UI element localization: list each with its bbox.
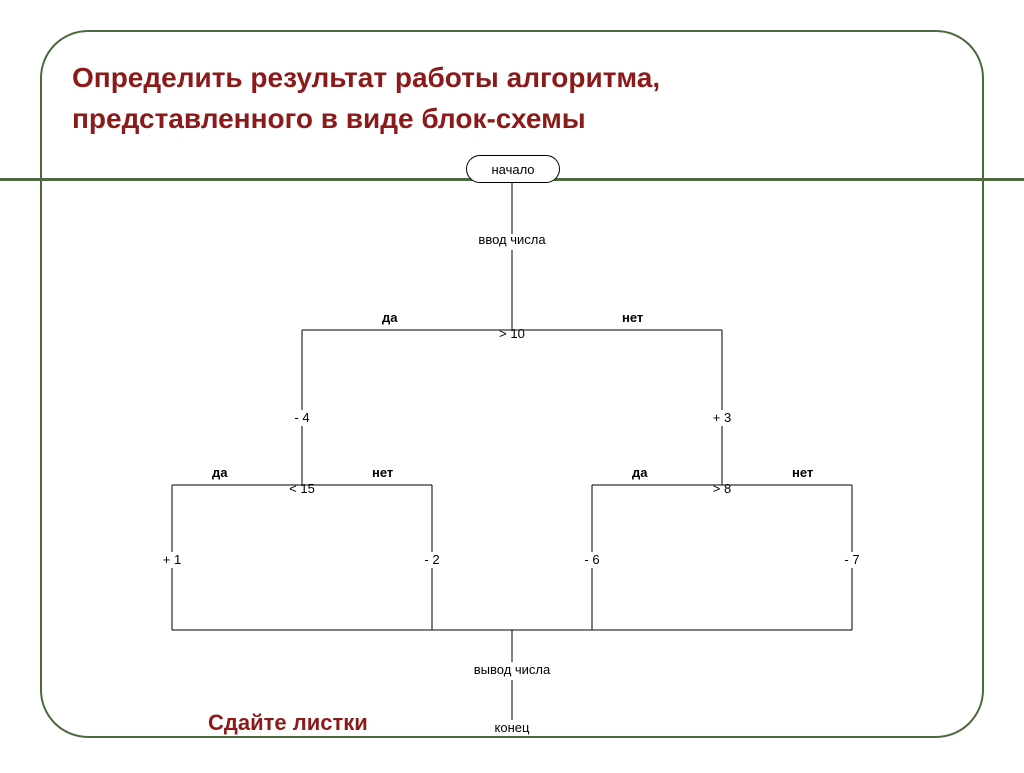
flowchart-diagram: начало ввод числа да нет > 10 - 4 + 3 да… [0, 0, 1024, 768]
flowchart-lines [0, 0, 1024, 768]
yes-label-2l: да [212, 465, 227, 480]
input-label: ввод числа [412, 232, 612, 247]
start-terminal: начало [466, 155, 560, 183]
right-operation: + 3 [622, 410, 822, 425]
end-label: конец [412, 720, 612, 735]
start-label: начало [491, 162, 534, 177]
yes-label-2r: да [632, 465, 647, 480]
left-operation: - 4 [202, 410, 402, 425]
left-condition: < 15 [202, 481, 402, 496]
right-condition: > 8 [622, 481, 822, 496]
yes-label-1: да [382, 310, 397, 325]
no-label-1: нет [622, 310, 643, 325]
leaf-rl: - 6 [492, 552, 692, 567]
leaf-rr: - 7 [752, 552, 952, 567]
no-label-2l: нет [372, 465, 393, 480]
leaf-ll: + 1 [72, 552, 272, 567]
output-label: вывод числа [412, 662, 612, 677]
root-condition: > 10 [412, 326, 612, 341]
no-label-2r: нет [792, 465, 813, 480]
footer-text: Сдайте листки [208, 710, 368, 736]
